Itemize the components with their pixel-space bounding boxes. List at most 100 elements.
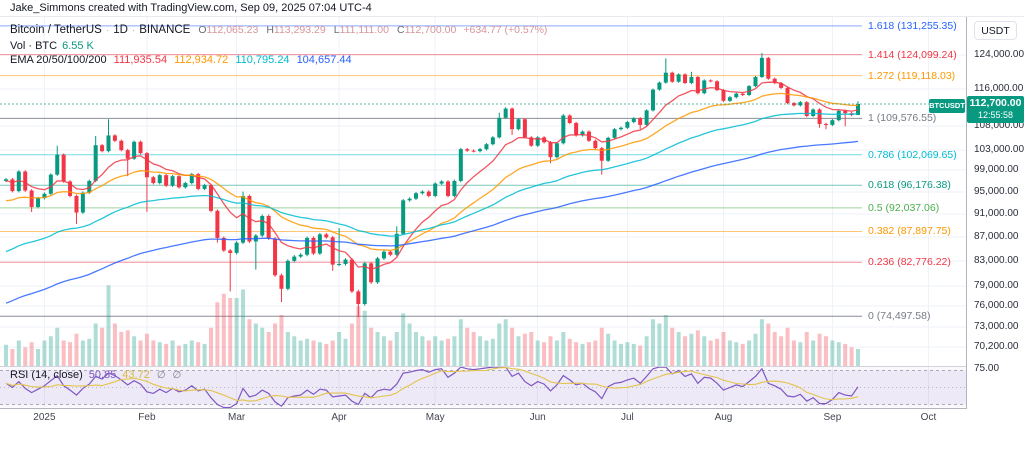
candle-body [683, 74, 688, 84]
candle-body [202, 185, 207, 189]
volume-bar [599, 327, 604, 366]
volume-bar [478, 336, 483, 366]
candle-body [112, 135, 117, 141]
volume-bar [849, 347, 854, 366]
volume-bar [484, 340, 489, 366]
volume-label[interactable]: Vol · BTC [10, 40, 58, 52]
volume-bar [490, 338, 495, 366]
high-label: H [266, 24, 274, 36]
candle-body [234, 242, 239, 253]
volume-bar [324, 343, 329, 366]
ema200-line[interactable] [5, 140, 859, 304]
ema20-line[interactable] [5, 81, 859, 270]
close-value: 112,700.00 [404, 24, 457, 36]
volume-bar [369, 327, 374, 366]
candle-body [516, 119, 521, 130]
rsi-line[interactable] [5, 366, 859, 409]
candle-body [478, 149, 483, 152]
candle-body [196, 174, 201, 189]
volume-bar [465, 327, 470, 366]
volume-bar [234, 298, 239, 366]
currency-button[interactable]: USDT [974, 21, 1017, 40]
exchange-label[interactable]: BINANCE [139, 24, 191, 36]
candle-body [420, 191, 425, 194]
candle-body [176, 176, 181, 188]
candle-body [29, 190, 34, 207]
volume-bar [708, 340, 713, 366]
rsi-params: (14, close) [31, 369, 83, 381]
volume-bar [625, 342, 630, 366]
candle-body [785, 87, 790, 104]
candle-body [490, 137, 495, 145]
candle-body [638, 118, 643, 125]
price-scale[interactable]: USDT 124,000.00 116,000.00 108,000.00 103,0… [966, 17, 1024, 425]
time-axis[interactable]: 2025 Feb Mar Apr May Jun Jul Aug Sep Oct [0, 409, 1024, 425]
volume-bar [458, 319, 463, 366]
symbol-name[interactable]: Bitcoin / TetherUS [10, 24, 102, 36]
candle-body [241, 195, 246, 243]
volume-bar [388, 340, 393, 366]
price-tick: 76,000.00 [974, 300, 1019, 312]
rsi-hidden-band-icon[interactable]: ∅ [172, 370, 182, 381]
volume-bar [618, 343, 623, 366]
volume-bar [132, 336, 137, 366]
volume-bar [196, 342, 201, 366]
candle-body [375, 258, 380, 283]
volume-bar [68, 342, 73, 366]
chart-plot-area[interactable] [0, 0, 1024, 425]
volume-bar [228, 298, 233, 366]
ema-label[interactable]: EMA 20/50/100/200 [10, 54, 107, 66]
candle-body [106, 135, 111, 152]
fib-label-1.414: 1.414 (124,099.24) [868, 48, 957, 61]
volume-bar [804, 332, 809, 366]
volume-bar [413, 332, 418, 366]
volume-bar [651, 319, 656, 366]
ema100-line[interactable] [5, 112, 859, 253]
candle-body [151, 177, 156, 184]
volume-bar [247, 319, 252, 366]
candle-body [452, 180, 457, 196]
volume-bar [317, 342, 322, 366]
rsi-label[interactable]: RSI [10, 369, 29, 381]
volume-bar [843, 343, 848, 366]
volume-bar [100, 327, 105, 366]
candle-body [170, 176, 175, 186]
volume-bar [292, 336, 297, 366]
volume-bar [144, 333, 149, 366]
volume-bar [740, 343, 745, 366]
time-axis-label-sep: Sep [823, 412, 842, 423]
time-axis-label-aug: Aug [714, 412, 733, 423]
candle-body [651, 89, 656, 111]
volume-bar [574, 342, 579, 366]
candle-body [183, 183, 188, 188]
volume-bar [311, 340, 316, 366]
volume-bar [446, 338, 451, 366]
open-label: O [198, 24, 207, 36]
low-label: L [333, 24, 340, 36]
volume-bar [381, 336, 386, 366]
price-tick: 108,000.00 [974, 119, 1024, 131]
rsi-hidden-band-icon[interactable]: ∅ [156, 370, 166, 381]
volume-bar [663, 315, 668, 366]
volume-bar [93, 323, 98, 366]
candle-body [561, 115, 566, 144]
candle-body [74, 195, 79, 213]
ema50-line[interactable] [5, 92, 859, 251]
price-tick: 99,000.00 [974, 164, 1019, 176]
ema200-value: 104,657.44 [296, 54, 352, 66]
candle-body [215, 210, 220, 238]
candle-body [804, 102, 809, 116]
volume-bar [401, 313, 406, 366]
symbol-legend: Bitcoin / TetherUS · 1D · BINANCE O112,065.23… [10, 24, 547, 36]
volume-bar [503, 319, 508, 366]
rsi-ma-line[interactable] [5, 367, 859, 402]
candle-body [189, 174, 194, 184]
volume-bar [61, 340, 66, 366]
rsi-scale-tick: 75.00 [974, 363, 1000, 374]
candle-body [407, 198, 412, 201]
candle-body [471, 150, 476, 152]
interval-label[interactable]: 1D [113, 24, 128, 36]
change-value: +634.77 (+0.57%) [463, 24, 548, 36]
volume-bar [241, 289, 246, 366]
time-axis-label-may: May [425, 412, 445, 423]
